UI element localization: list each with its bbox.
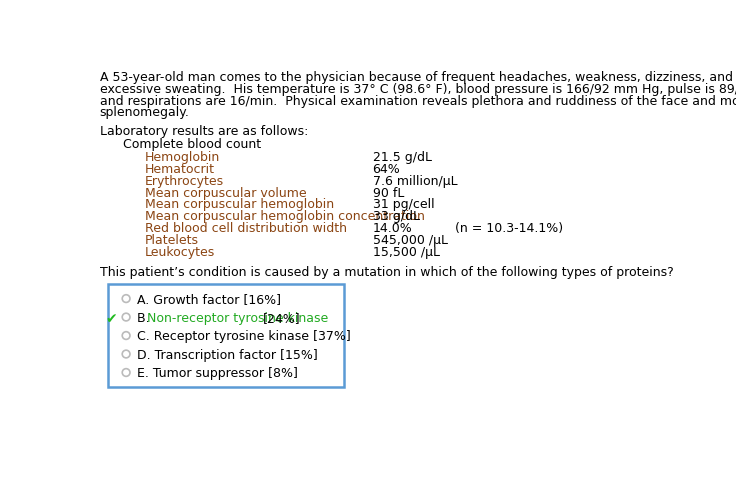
Text: Hematocrit: Hematocrit <box>145 163 215 176</box>
Text: A. Growth factor [16%]: A. Growth factor [16%] <box>137 293 281 306</box>
Text: Complete blood count: Complete blood count <box>123 138 261 151</box>
Text: B.: B. <box>137 312 154 325</box>
Text: ✔: ✔ <box>105 312 117 326</box>
Text: A 53-year-old man comes to the physician because of frequent headaches, weakness: A 53-year-old man comes to the physician… <box>100 71 733 84</box>
Text: E. Tumor suppressor [8%]: E. Tumor suppressor [8%] <box>137 367 298 380</box>
Text: D. Transcription factor [15%]: D. Transcription factor [15%] <box>137 349 318 362</box>
Text: C. Receptor tyrosine kinase [37%]: C. Receptor tyrosine kinase [37%] <box>137 330 350 343</box>
Text: splenomegaly.: splenomegaly. <box>100 106 190 119</box>
Text: Platelets: Platelets <box>145 235 199 248</box>
Text: Erythrocytes: Erythrocytes <box>145 175 224 188</box>
FancyBboxPatch shape <box>107 284 344 387</box>
Text: 21.5 g/dL: 21.5 g/dL <box>372 151 431 164</box>
Text: Non-receptor tyrosine kinase: Non-receptor tyrosine kinase <box>147 312 332 325</box>
Text: 64%: 64% <box>372 163 400 176</box>
Text: 14.0%: 14.0% <box>372 223 412 236</box>
Text: Red blood cell distribution width: Red blood cell distribution width <box>145 223 347 236</box>
Text: [24%]: [24%] <box>263 312 301 325</box>
Text: Mean corpuscular hemoglobin: Mean corpuscular hemoglobin <box>145 199 334 212</box>
Text: Mean corpuscular volume: Mean corpuscular volume <box>145 187 306 200</box>
Text: Hemoglobin: Hemoglobin <box>145 151 220 164</box>
Text: (n = 10.3-14.1%): (n = 10.3-14.1%) <box>455 223 563 236</box>
Text: Laboratory results are as follows:: Laboratory results are as follows: <box>100 125 308 138</box>
Text: 31 pg/cell: 31 pg/cell <box>372 199 434 212</box>
Text: This patient’s condition is caused by a mutation in which of the following types: This patient’s condition is caused by a … <box>100 266 673 279</box>
Text: 90 fL: 90 fL <box>372 187 404 200</box>
Text: Leukocytes: Leukocytes <box>145 246 215 259</box>
Text: 7.6 million/μL: 7.6 million/μL <box>372 175 457 188</box>
Text: Mean corpuscular hemoglobin concentration: Mean corpuscular hemoglobin concentratio… <box>145 211 425 224</box>
Text: 33 g/dL: 33 g/dL <box>372 211 420 224</box>
Text: excessive sweating.  His temperature is 37° C (98.6° F), blood pressure is 166/9: excessive sweating. His temperature is 3… <box>100 83 736 96</box>
Text: 545,000 /μL: 545,000 /μL <box>372 235 447 248</box>
Text: and respirations are 16/min.  Physical examination reveals plethora and ruddines: and respirations are 16/min. Physical ex… <box>100 94 736 107</box>
Text: 15,500 /μL: 15,500 /μL <box>372 246 439 259</box>
